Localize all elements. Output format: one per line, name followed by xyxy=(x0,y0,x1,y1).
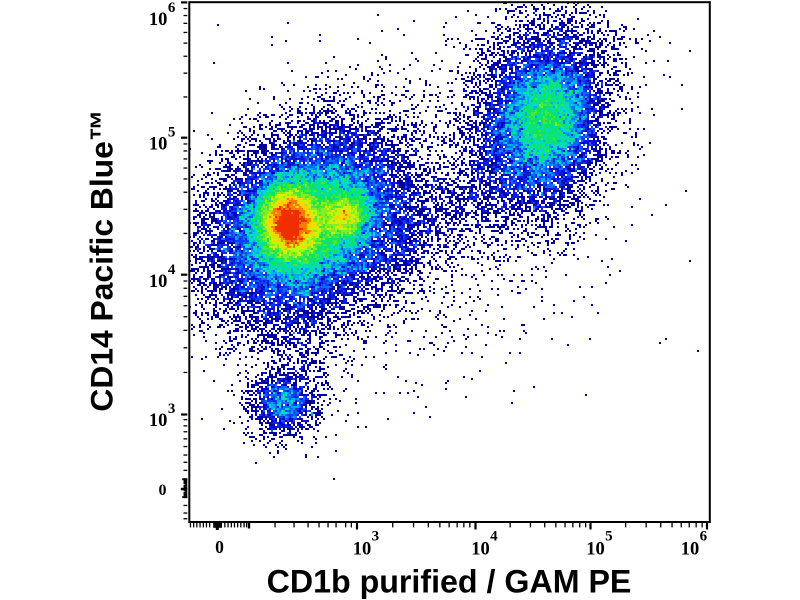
svg-text:10: 10 xyxy=(149,10,168,30)
svg-text:CD14 Pacific Blue™: CD14 Pacific Blue™ xyxy=(84,109,120,411)
svg-text:5: 5 xyxy=(168,125,176,141)
svg-text:10: 10 xyxy=(586,540,605,560)
svg-text:3: 3 xyxy=(168,401,176,417)
svg-text:4: 4 xyxy=(168,262,176,278)
svg-text:6: 6 xyxy=(700,529,708,545)
svg-text:10: 10 xyxy=(149,411,168,431)
svg-text:CD1b purified / GAM PE: CD1b purified / GAM PE xyxy=(267,564,632,600)
svg-text:10: 10 xyxy=(353,540,372,560)
svg-text:4: 4 xyxy=(490,529,498,545)
svg-text:3: 3 xyxy=(372,529,380,545)
svg-text:6: 6 xyxy=(168,0,176,16)
svg-text:0: 0 xyxy=(215,537,224,557)
svg-text:10: 10 xyxy=(149,272,168,292)
svg-text:5: 5 xyxy=(605,529,613,545)
svg-text:0: 0 xyxy=(159,482,167,499)
svg-text:10: 10 xyxy=(471,540,490,560)
svg-text:10: 10 xyxy=(149,135,168,155)
svg-text:10: 10 xyxy=(681,540,700,560)
